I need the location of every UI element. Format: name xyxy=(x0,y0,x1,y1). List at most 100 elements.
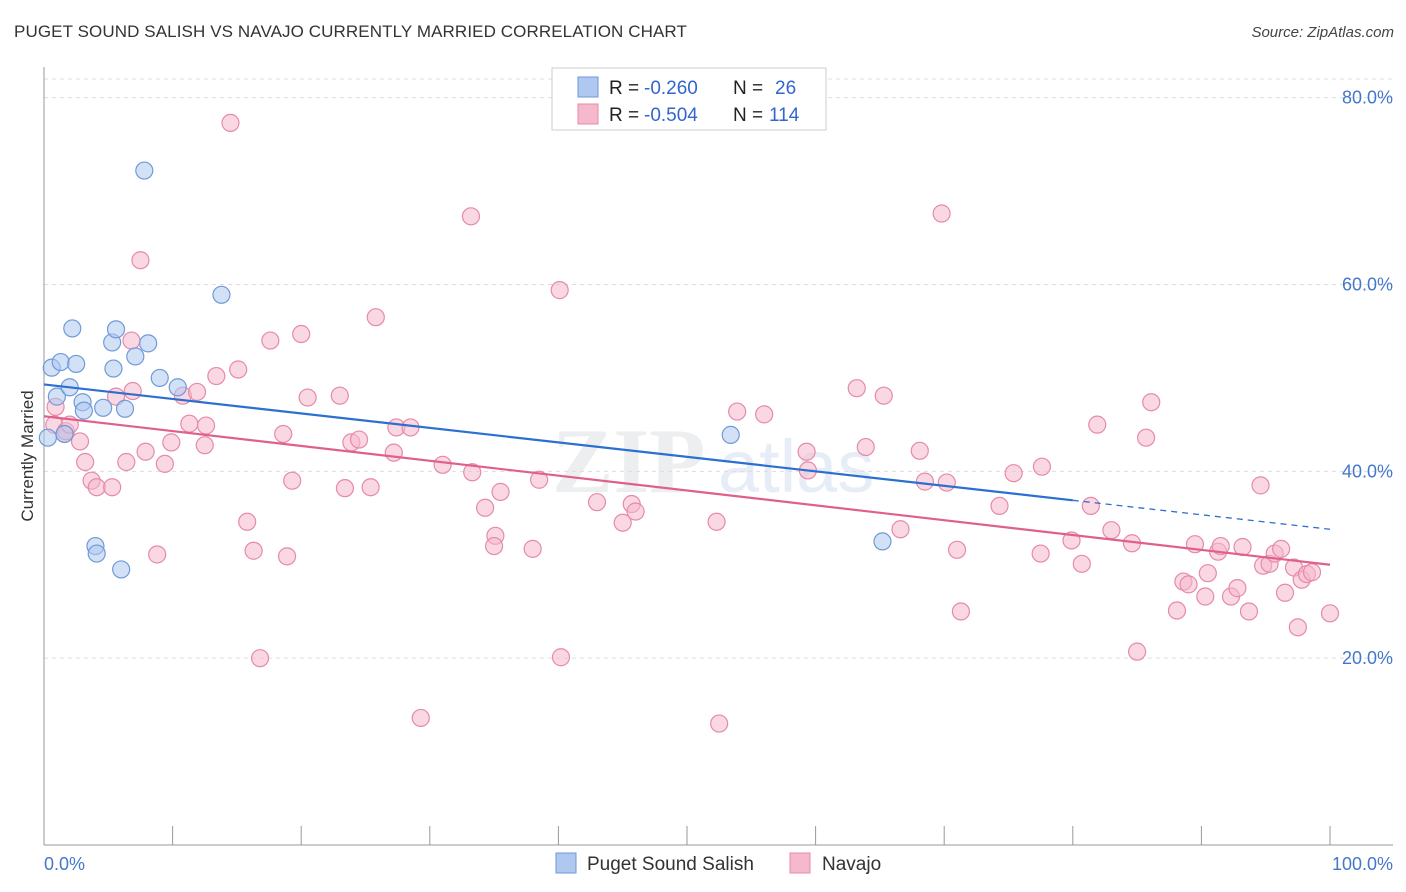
watermark: ZIP atlas xyxy=(552,410,874,512)
navajo-point xyxy=(330,386,349,405)
legend-n-label-salish: N = xyxy=(733,78,763,99)
navajo-point xyxy=(122,331,141,350)
navajo-point xyxy=(117,452,136,472)
navajo-point xyxy=(361,478,380,497)
navajo-point xyxy=(947,540,967,559)
navajo-point xyxy=(261,331,280,350)
trend-lines xyxy=(43,383,1331,566)
salish-point xyxy=(115,399,135,418)
navajo-point xyxy=(207,366,226,386)
navajo-point xyxy=(384,443,403,462)
navajo-point xyxy=(475,498,495,517)
x-axis-ticks xyxy=(43,826,1331,845)
navajo-point xyxy=(937,473,956,492)
navajo-point xyxy=(951,602,971,621)
y-tick-label: 20.0% xyxy=(1342,648,1393,668)
legend-n-label-navajo: N = xyxy=(733,105,763,126)
x-tick-label-max: 100.0% xyxy=(1332,854,1393,874)
navajo-point xyxy=(196,416,216,435)
salish-point xyxy=(873,532,892,551)
salish-point xyxy=(38,428,57,447)
salish-point xyxy=(168,378,187,397)
salish-point xyxy=(721,425,740,445)
navajo-point xyxy=(1288,618,1307,637)
watermark-atlas: atlas xyxy=(718,425,874,508)
stats-legend: R = -0.260 N = 26 R = -0.504 N = 114 xyxy=(551,67,827,131)
navajo-point xyxy=(463,463,482,482)
navajo-point xyxy=(162,433,181,452)
navajo-point xyxy=(298,388,317,407)
navajo-point xyxy=(491,482,510,501)
salish-trend-line xyxy=(43,383,1073,502)
navajo-point xyxy=(292,324,311,344)
navajo-point xyxy=(1302,563,1322,582)
navajo-point xyxy=(1088,415,1107,434)
salish-point xyxy=(106,320,126,339)
navajo-point xyxy=(195,436,214,455)
navajo-point xyxy=(76,452,95,472)
navajo-point xyxy=(710,714,729,733)
navajo-point xyxy=(707,512,726,531)
navajo-point xyxy=(891,520,910,539)
navajo-point xyxy=(932,204,951,223)
navajo-point xyxy=(277,547,297,566)
navajo-point xyxy=(990,496,1009,516)
navajo-point xyxy=(123,381,142,401)
navajo-point xyxy=(1272,539,1291,558)
x-tick-label-min: 0.0% xyxy=(44,854,85,874)
navajo-point xyxy=(910,441,929,460)
navajo-point xyxy=(551,648,571,667)
legend-r-label-navajo: R = xyxy=(609,105,639,126)
navajo-point xyxy=(1251,476,1270,495)
navajo-point xyxy=(411,708,430,728)
navajo-point xyxy=(1198,564,1217,583)
chart-title: PUGET SOUND SALISH VS NAVAJO CURRENTLY M… xyxy=(14,22,687,41)
series-legend: Puget Sound Salish Navajo xyxy=(555,852,881,875)
salish-point xyxy=(94,398,113,417)
salish-point xyxy=(74,401,93,420)
salish-point xyxy=(67,354,86,374)
navajo-point xyxy=(485,536,504,556)
navajo-point xyxy=(221,113,240,133)
navajo-point xyxy=(550,281,569,300)
y-axis-label: Currently Married xyxy=(18,390,37,521)
navajo-trend-line xyxy=(43,415,1331,566)
navajo-point xyxy=(187,382,207,402)
salish-point xyxy=(104,359,123,378)
navajo-point xyxy=(87,478,106,497)
navajo-point xyxy=(136,442,155,461)
y-tick-label: 40.0% xyxy=(1342,461,1393,481)
navajo-point xyxy=(180,414,199,433)
navajo-point xyxy=(728,402,747,421)
navajo-point xyxy=(530,470,549,489)
navajo-point xyxy=(755,405,774,424)
salish-point xyxy=(47,387,66,406)
navajo-point xyxy=(433,455,452,474)
navajo-point xyxy=(1211,536,1230,556)
legend-swatch-navajo xyxy=(577,103,599,125)
navajo-point xyxy=(874,386,893,405)
bottom-legend-label-salish: Puget Sound Salish xyxy=(587,854,754,875)
legend-r-value-navajo: -0.504 xyxy=(644,105,698,126)
navajo-point xyxy=(229,360,248,379)
navajo-point xyxy=(1196,587,1215,606)
navajo-point xyxy=(1137,428,1156,447)
navajo-point xyxy=(1127,642,1147,661)
navajo-point xyxy=(131,251,150,270)
navajo-point xyxy=(847,379,866,398)
navajo-point xyxy=(148,545,167,564)
salish-point xyxy=(51,352,70,372)
salish-point xyxy=(55,424,74,444)
navajo-point xyxy=(613,513,632,532)
y-tick-label: 80.0% xyxy=(1342,88,1393,108)
watermark-zip: ZIP xyxy=(552,410,705,512)
navajo-point xyxy=(274,424,293,444)
legend-r-value-salish: -0.260 xyxy=(644,78,698,99)
navajo-point xyxy=(250,649,270,668)
bottom-legend-swatch-navajo xyxy=(789,852,811,874)
legend-n-value-navajo: 114 xyxy=(769,105,800,126)
salish-point xyxy=(112,560,131,579)
navajo-point xyxy=(103,478,122,497)
navajo-point xyxy=(1072,554,1091,573)
